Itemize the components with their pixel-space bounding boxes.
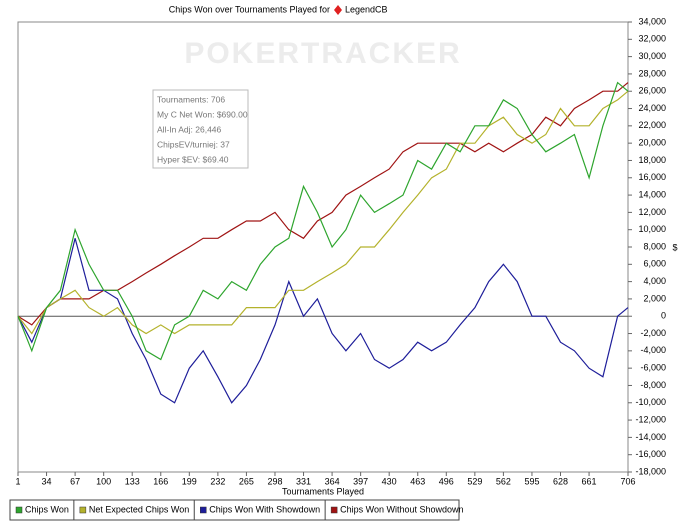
tooltip-line: ChipsEV/turniej: 37 [157, 139, 230, 149]
y-tick-label: 14,000 [638, 189, 666, 199]
series-line [17, 238, 629, 404]
y-axis-title: $ [672, 242, 677, 252]
x-tick-label: 331 [296, 476, 311, 486]
x-tick-label: 232 [210, 476, 225, 486]
legend-label: Chips Won With Showdown [209, 504, 320, 514]
x-tick-label: 430 [382, 476, 397, 486]
y-tick-label: 32,000 [638, 34, 666, 44]
chart-title: Chips Won over Tournaments Played for [169, 4, 330, 14]
x-tick-label: 397 [353, 476, 368, 486]
x-tick-label: 595 [524, 476, 539, 486]
legend-swatch [79, 506, 87, 514]
legend-swatch [15, 506, 23, 514]
x-axis-title: Tournaments Played [282, 486, 364, 496]
y-tick-label: -4,000 [640, 345, 666, 355]
x-tick-label: 67 [70, 476, 80, 486]
x-tick-label: 199 [182, 476, 197, 486]
y-tick-label: -8,000 [640, 380, 666, 390]
x-tick-label: 661 [582, 476, 597, 486]
player-name: LegendCB [345, 4, 388, 14]
y-tick-label: -16,000 [635, 449, 666, 459]
y-tick-label: -2,000 [640, 328, 666, 338]
legend-label: Chips Won [25, 504, 69, 514]
x-tick-label: 265 [239, 476, 254, 486]
x-tick-label: 562 [496, 476, 511, 486]
y-tick-label: 26,000 [638, 86, 666, 96]
plot-frame [17, 21, 629, 473]
player-icon [334, 5, 342, 15]
x-tick-label: 496 [439, 476, 454, 486]
series-line [17, 81, 629, 361]
legend-label: Chips Won Without Showdown [340, 504, 463, 514]
y-tick-label: -10,000 [635, 397, 666, 407]
y-tick-label: 8,000 [643, 241, 666, 251]
y-tick-label: -6,000 [640, 363, 666, 373]
y-tick-label: 6,000 [643, 259, 666, 269]
y-tick-label: -12,000 [635, 414, 666, 424]
y-tick-label: 10,000 [638, 224, 666, 234]
tooltip-line: Hyper $EV: $69.40 [157, 154, 229, 164]
y-tick-label: 4,000 [643, 276, 666, 286]
series-line [17, 90, 629, 335]
x-tick-label: 100 [96, 476, 111, 486]
tooltip-line: My C Net Won: $690.00 [157, 109, 248, 119]
y-tick-label: 18,000 [638, 155, 666, 165]
y-tick-label: 30,000 [638, 51, 666, 61]
y-tick-label: 34,000 [638, 16, 666, 26]
tooltip: Tournaments: 706 My C Net Won: $690.00 All… [152, 89, 249, 169]
x-tick-label: 34 [42, 476, 52, 486]
y-tick-label: -14,000 [635, 432, 666, 442]
legend-swatch [330, 506, 338, 514]
x-tick-label: 628 [553, 476, 568, 486]
y-tick-label: 22,000 [638, 120, 666, 130]
y-tick-label: 16,000 [638, 172, 666, 182]
legend-label: Net Expected Chips Won [89, 504, 189, 514]
series-line [17, 82, 629, 326]
y-tick-label: -18,000 [635, 466, 666, 476]
x-tick-label: 463 [410, 476, 425, 486]
watermark: POKERTRACKER [184, 37, 461, 70]
y-tick-label: 28,000 [638, 68, 666, 78]
x-tick-label: 166 [153, 476, 168, 486]
y-tick-label: 2,000 [643, 293, 666, 303]
legend-swatch [200, 506, 207, 514]
y-tick-label: 24,000 [638, 103, 666, 113]
x-tick-label: 706 [620, 476, 635, 486]
tooltip-box [152, 89, 249, 169]
tooltip-line: Tournaments: 706 [157, 94, 225, 104]
legend-frame [9, 499, 460, 521]
x-tick-label: 364 [325, 476, 340, 486]
x-tick-label: 529 [467, 476, 482, 486]
x-tick-label: 298 [267, 476, 282, 486]
x-tick-label: 1 [15, 476, 20, 486]
y-tick-label: 20,000 [638, 138, 666, 148]
y-tick-label: 12,000 [638, 207, 666, 217]
y-tick-label: 0 [661, 311, 666, 321]
x-tick-label: 133 [125, 476, 140, 486]
tooltip-line: All-In Adj: 26,446 [157, 124, 222, 134]
